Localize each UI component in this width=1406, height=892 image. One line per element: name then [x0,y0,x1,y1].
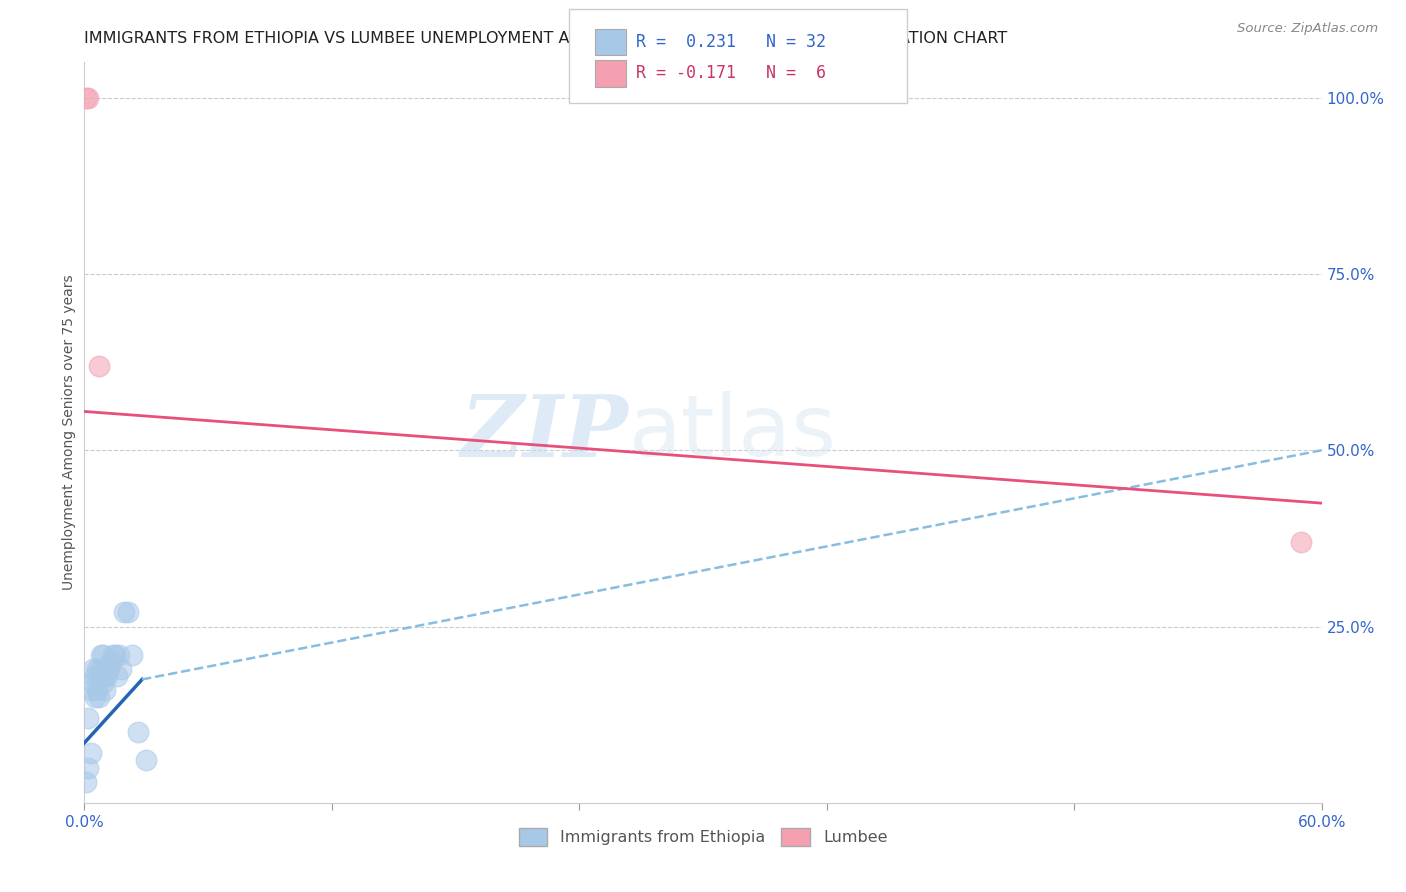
Point [103,648,125,662]
Point [117,606,139,620]
Point [75,91,97,105]
Point [90,648,112,662]
Point [135,754,157,768]
Point [83,690,105,704]
Point [83,669,105,683]
Text: R = -0.171   N =  6: R = -0.171 N = 6 [636,64,825,82]
Point [87,669,110,683]
Text: IMMIGRANTS FROM ETHIOPIA VS LUMBEE UNEMPLOYMENT AMONG SENIORS OVER 75 YEARS CORR: IMMIGRANTS FROM ETHIOPIA VS LUMBEE UNEMP… [84,31,1008,46]
Point [91,648,114,662]
Point [121,648,143,662]
Point [98,662,121,676]
Point [110,662,132,676]
Point [112,606,135,620]
Point [77,91,100,105]
Point [1289,535,1312,549]
Text: ZIP: ZIP [461,391,628,475]
Point [79,747,101,761]
Point [100,655,122,669]
Point [75,774,97,789]
Text: atlas: atlas [628,391,837,475]
Point [79,683,101,698]
Point [87,690,110,704]
Point [127,725,149,739]
Point [86,683,108,698]
Point [94,683,117,698]
Point [82,676,104,690]
Text: Source: ZipAtlas.com: Source: ZipAtlas.com [1237,22,1378,36]
Point [91,676,114,690]
Point [90,662,112,676]
Point [104,648,127,662]
Legend: Immigrants from Ethiopia, Lumbee: Immigrants from Ethiopia, Lumbee [510,820,896,854]
Point [105,669,128,683]
Point [87,359,110,373]
Point [94,669,117,683]
Y-axis label: Unemployment Among Seniors over 75 years: Unemployment Among Seniors over 75 years [62,275,76,591]
Point [77,760,100,774]
Point [108,648,131,662]
Point [96,669,118,683]
Text: R =  0.231   N = 32: R = 0.231 N = 32 [636,33,825,51]
Point [77,711,100,725]
Point [86,662,108,676]
Point [82,662,104,676]
